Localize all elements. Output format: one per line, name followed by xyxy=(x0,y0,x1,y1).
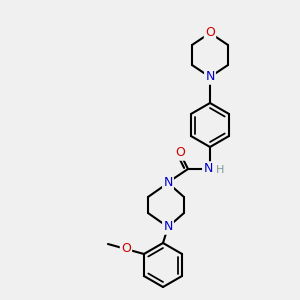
Text: O: O xyxy=(121,242,131,256)
Text: N: N xyxy=(203,163,213,176)
Text: N: N xyxy=(205,70,215,83)
Text: O: O xyxy=(205,26,215,40)
Text: N: N xyxy=(163,176,173,190)
Text: N: N xyxy=(163,220,173,233)
Text: H: H xyxy=(216,165,224,175)
Text: O: O xyxy=(175,146,185,160)
